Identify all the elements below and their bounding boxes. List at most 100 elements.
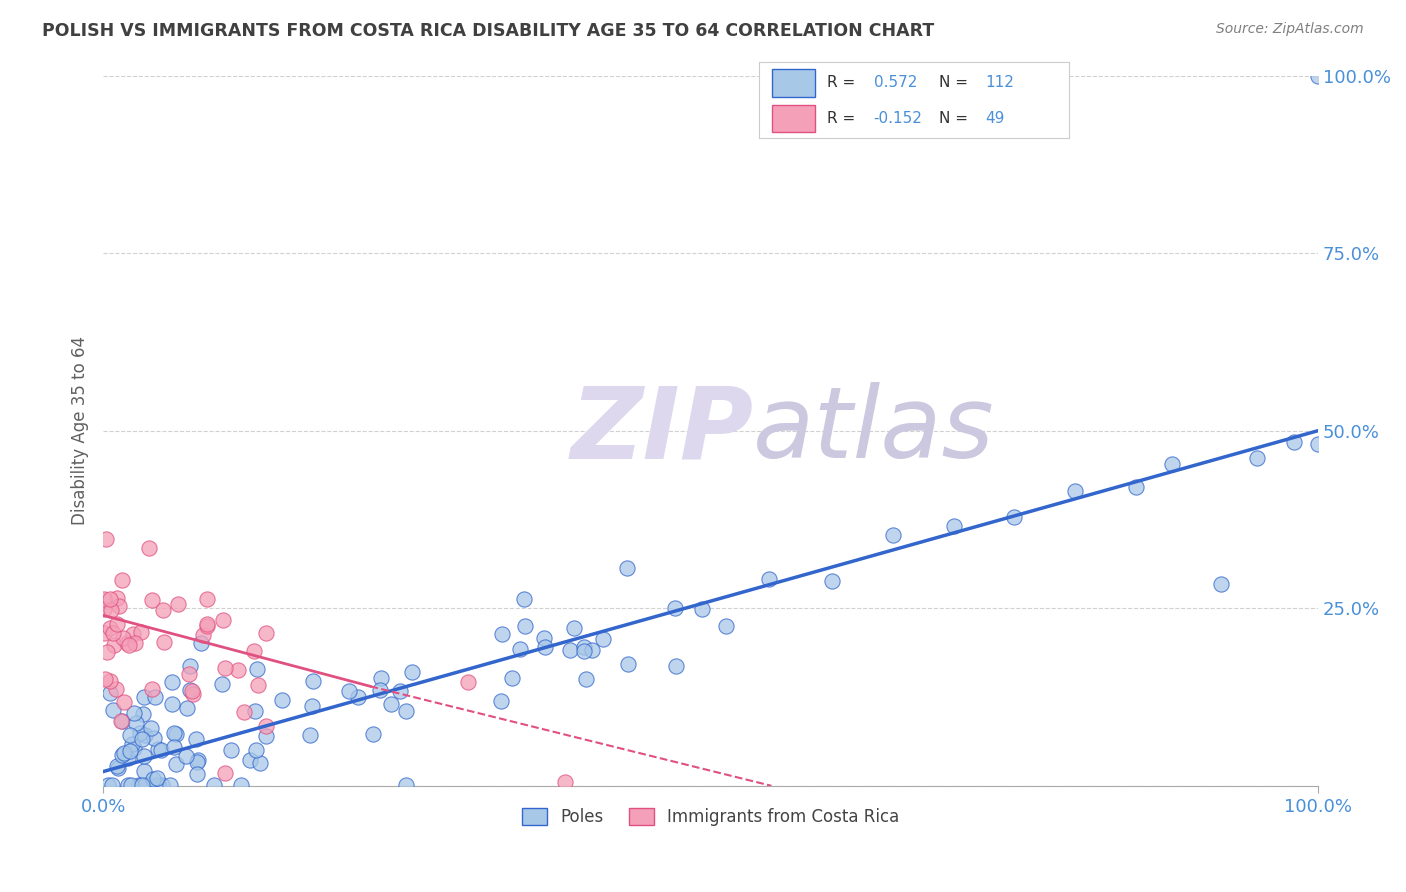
Point bbox=[254, 626, 277, 640]
Point bbox=[101, 625, 124, 640]
Point bbox=[513, 591, 536, 606]
Point bbox=[204, 778, 226, 792]
Point bbox=[1282, 434, 1305, 449]
Point bbox=[111, 748, 134, 763]
Point bbox=[489, 694, 512, 708]
Point bbox=[714, 619, 737, 633]
Point bbox=[101, 778, 124, 792]
Point bbox=[243, 704, 266, 718]
Point bbox=[121, 737, 143, 751]
Text: R =: R = bbox=[827, 76, 860, 90]
Point bbox=[572, 643, 595, 657]
Point bbox=[574, 640, 596, 655]
Point bbox=[162, 674, 184, 689]
Point bbox=[1161, 457, 1184, 471]
Point bbox=[105, 759, 128, 773]
Point bbox=[111, 714, 134, 729]
Point bbox=[141, 722, 163, 736]
Point bbox=[193, 628, 215, 642]
Point bbox=[214, 766, 236, 780]
Point bbox=[180, 683, 202, 698]
Legend: Poles, Immigrants from Costa Rica: Poles, Immigrants from Costa Rica bbox=[513, 799, 907, 834]
Point bbox=[554, 775, 576, 789]
Point bbox=[143, 690, 166, 704]
Point bbox=[380, 697, 402, 711]
Point bbox=[117, 751, 139, 765]
Text: 112: 112 bbox=[986, 76, 1014, 90]
Point bbox=[132, 707, 155, 722]
Point bbox=[1002, 510, 1025, 524]
Point bbox=[219, 742, 242, 756]
Point bbox=[132, 748, 155, 763]
Point bbox=[1308, 69, 1330, 83]
Point bbox=[254, 729, 277, 743]
Y-axis label: Disability Age 35 to 64: Disability Age 35 to 64 bbox=[72, 336, 89, 525]
Point bbox=[457, 675, 479, 690]
Point bbox=[112, 631, 135, 645]
Point bbox=[131, 778, 153, 792]
Point bbox=[389, 684, 412, 698]
Point bbox=[96, 645, 118, 659]
Point bbox=[690, 602, 713, 616]
Point bbox=[103, 638, 125, 652]
Point bbox=[187, 753, 209, 767]
Point bbox=[108, 599, 131, 613]
Point bbox=[195, 591, 218, 606]
Point bbox=[118, 744, 141, 758]
Point bbox=[131, 624, 153, 639]
Point bbox=[882, 527, 904, 541]
Point bbox=[100, 592, 122, 607]
Text: N =: N = bbox=[939, 76, 973, 90]
Point bbox=[534, 640, 557, 654]
Point bbox=[942, 519, 965, 533]
Point bbox=[177, 666, 200, 681]
Text: N =: N = bbox=[939, 111, 973, 126]
Point bbox=[270, 693, 292, 707]
Point bbox=[100, 603, 122, 617]
Point bbox=[111, 573, 134, 587]
Point bbox=[122, 706, 145, 721]
Point bbox=[395, 704, 418, 718]
Point bbox=[104, 681, 127, 696]
Point bbox=[239, 753, 262, 767]
Point bbox=[1308, 437, 1330, 451]
Point bbox=[107, 761, 129, 775]
Point bbox=[101, 703, 124, 717]
Point bbox=[134, 764, 156, 778]
Point bbox=[163, 726, 186, 740]
Point bbox=[617, 657, 640, 672]
Point bbox=[124, 635, 146, 649]
Point bbox=[148, 778, 170, 792]
Point bbox=[302, 673, 325, 688]
Point bbox=[758, 573, 780, 587]
Point bbox=[134, 728, 156, 742]
Point bbox=[211, 677, 233, 691]
Point bbox=[141, 682, 163, 697]
Point bbox=[141, 593, 163, 607]
Point bbox=[337, 683, 360, 698]
Point bbox=[153, 635, 176, 649]
Point bbox=[122, 627, 145, 641]
Point bbox=[592, 632, 614, 646]
Point bbox=[186, 767, 208, 781]
Point bbox=[110, 714, 132, 728]
Point bbox=[231, 778, 253, 792]
Point bbox=[197, 616, 219, 631]
Point bbox=[361, 727, 384, 741]
Point bbox=[167, 597, 190, 611]
Point bbox=[821, 574, 844, 588]
Point bbox=[93, 601, 115, 615]
Point bbox=[98, 674, 121, 689]
Point bbox=[131, 731, 153, 746]
Point bbox=[150, 778, 173, 792]
Point bbox=[96, 532, 118, 546]
Point bbox=[166, 727, 188, 741]
Point bbox=[149, 743, 172, 757]
Point bbox=[254, 718, 277, 732]
Point bbox=[142, 731, 165, 745]
Point bbox=[184, 731, 207, 746]
Point bbox=[125, 715, 148, 730]
Point bbox=[120, 728, 142, 742]
Point bbox=[214, 661, 236, 675]
Point bbox=[142, 772, 165, 787]
